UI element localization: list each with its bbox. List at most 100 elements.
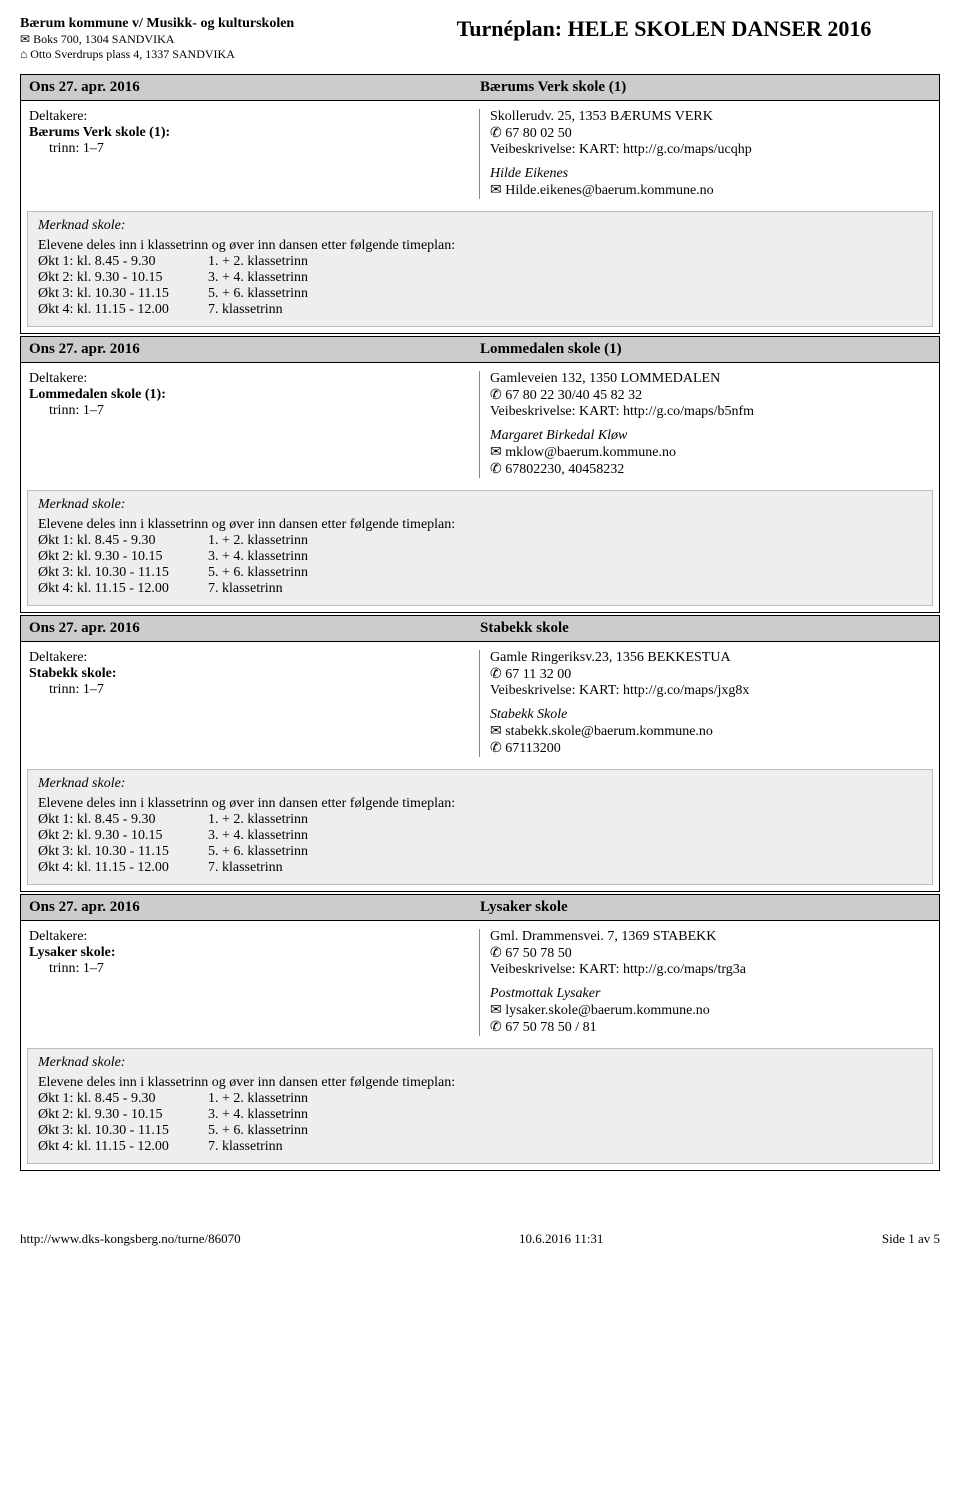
contact-phone-line: ✆ 67113200 <box>490 740 931 757</box>
mail-icon: ✉ <box>490 1003 502 1018</box>
remarks-intro: Elevene deles inn i klassetrinn og øver … <box>38 1075 922 1091</box>
event-participants: Deltakere:Bærums Verk skole (1):trinn: 1… <box>29 109 480 199</box>
schedule-grade: 5. + 6. klassetrinn <box>208 286 308 302</box>
event-body: Deltakere:Lysaker skole:trinn: 1–7Gml. D… <box>21 921 939 1044</box>
event-block: Ons 27. apr. 2016Lysaker skoleDeltakere:… <box>20 894 940 1171</box>
event-block: Ons 27. apr. 2016Stabekk skoleDeltakere:… <box>20 615 940 892</box>
participant-trinn: trinn: 1–7 <box>29 961 471 977</box>
event-venue: Lysaker skole <box>480 899 931 916</box>
remarks-block: Merknad skole:Elevene deles inn i klasse… <box>27 490 933 606</box>
event-block: Ons 27. apr. 2016Lommedalen skole (1)Del… <box>20 336 940 613</box>
schedule-time: Økt 2: kl. 9.30 - 10.15 <box>38 270 208 286</box>
contact-email-line: ✉ lysaker.skole@baerum.kommune.no <box>490 1002 931 1019</box>
schedule-time: Økt 2: kl. 9.30 - 10.15 <box>38 828 208 844</box>
participants-label: Deltakere: <box>29 371 471 387</box>
schedule-grade: 1. + 2. klassetrinn <box>208 1091 308 1107</box>
remarks-title: Merknad skole: <box>38 218 922 234</box>
schedule-time: Økt 1: kl. 8.45 - 9.30 <box>38 1091 208 1107</box>
schedule-row: Økt 1: kl. 8.45 - 9.301. + 2. klassetrin… <box>38 1091 922 1107</box>
schedule-grade: 7. klassetrinn <box>208 302 283 318</box>
phone-icon: ✆ <box>490 667 502 682</box>
schedule-row: Økt 3: kl. 10.30 - 11.155. + 6. klassetr… <box>38 565 922 581</box>
event-date: Ons 27. apr. 2016 <box>29 341 480 358</box>
venue-phone-line: ✆ 67 80 02 50 <box>490 125 931 142</box>
participants-label: Deltakere: <box>29 109 471 125</box>
venue-phone: 67 80 22 30/40 45 82 32 <box>505 388 642 403</box>
contact-name: Stabekk Skole <box>490 707 931 723</box>
schedule-row: Økt 2: kl. 9.30 - 10.153. + 4. klassetri… <box>38 828 922 844</box>
contact-phone: 67 50 78 50 / 81 <box>505 1020 596 1035</box>
phone-icon: ✆ <box>490 946 502 961</box>
participant-school: Stabekk skole: <box>29 666 471 682</box>
venue-address: Gamle Ringeriksv.23, 1356 BEKKESTUA <box>490 650 931 666</box>
trinn-prefix: trinn: <box>49 403 83 418</box>
participant-school: Bærums Verk skole (1): <box>29 125 471 141</box>
schedule-time: Økt 1: kl. 8.45 - 9.30 <box>38 254 208 270</box>
remarks-title: Merknad skole: <box>38 1055 922 1071</box>
schedule-row: Økt 2: kl. 9.30 - 10.153. + 4. klassetri… <box>38 549 922 565</box>
schedule-row: Økt 4: kl. 11.15 - 12.007. klassetrinn <box>38 860 922 876</box>
schedule-grade: 1. + 2. klassetrinn <box>208 812 308 828</box>
participants-label: Deltakere: <box>29 929 471 945</box>
footer-timestamp: 10.6.2016 11:31 <box>519 1231 603 1247</box>
schedule-grade: 7. klassetrinn <box>208 1139 283 1155</box>
event-header: Ons 27. apr. 2016Lysaker skole <box>21 895 939 921</box>
veibeskrivelse-prefix: Veibeskrivelse: KART: <box>490 962 623 977</box>
event-body: Deltakere:Lommedalen skole (1):trinn: 1–… <box>21 363 939 486</box>
event-body: Deltakere:Stabekk skole:trinn: 1–7 Gamle … <box>21 642 939 765</box>
trinn-prefix: trinn: <box>49 961 83 976</box>
venue-map-line: Veibeskrivelse: KART: http://g.co/maps/t… <box>490 962 931 978</box>
schedule-time: Økt 2: kl. 9.30 - 10.15 <box>38 549 208 565</box>
mail-icon: ✉ <box>20 32 30 46</box>
schedule-row: Økt 3: kl. 10.30 - 11.155. + 6. klassetr… <box>38 844 922 860</box>
schedule-grade: 7. klassetrinn <box>208 860 283 876</box>
event-header: Ons 27. apr. 2016Stabekk skole <box>21 616 939 642</box>
page-title: Turnéplan: HELE SKOLEN DANSER 2016 <box>388 16 940 62</box>
event-date: Ons 27. apr. 2016 <box>29 620 480 637</box>
schedule-time: Økt 4: kl. 11.15 - 12.00 <box>38 860 208 876</box>
event-venue: Stabekk skole <box>480 620 931 637</box>
schedule-grade: 1. + 2. klassetrinn <box>208 254 308 270</box>
trinn-value: 1–7 <box>83 141 104 156</box>
contact-email-line: ✉ stabekk.skole@baerum.kommune.no <box>490 723 931 740</box>
venue-phone-line: ✆ 67 80 22 30/40 45 82 32 <box>490 387 931 404</box>
participant-trinn: trinn: 1–7 <box>29 682 471 698</box>
schedule-grade: 5. + 6. klassetrinn <box>208 844 308 860</box>
contact-name: Postmottak Lysaker <box>490 986 931 1002</box>
events-container: Ons 27. apr. 2016Bærums Verk skole (1)De… <box>20 74 940 1171</box>
participant-trinn: trinn: 1–7 <box>29 141 471 157</box>
page-footer: http://www.dks-kongsberg.no/turne/86070 … <box>20 1231 940 1247</box>
venue-map-url: http://g.co/maps/b5nfm <box>623 404 754 419</box>
venue-map-url: http://g.co/maps/trg3a <box>623 962 746 977</box>
remarks-block: Merknad skole:Elevene deles inn i klasse… <box>27 769 933 885</box>
venue-phone-line: ✆ 67 11 32 00 <box>490 666 931 683</box>
schedule-grade: 3. + 4. klassetrinn <box>208 270 308 286</box>
remarks-intro: Elevene deles inn i klassetrinn og øver … <box>38 796 922 812</box>
event-venue: Lommedalen skole (1) <box>480 341 931 358</box>
footer-page-number: Side 1 av 5 <box>882 1231 940 1247</box>
contact-email: mklow@baerum.kommune.no <box>505 445 676 460</box>
contact-phone: 67113200 <box>505 741 560 756</box>
venue-map-url: http://g.co/maps/jxg8x <box>623 683 749 698</box>
participants-label: Deltakere: <box>29 650 471 666</box>
remarks-block: Merknad skole: Elevene deles inn i klasse… <box>27 1048 933 1164</box>
page-header: Bærum kommune v/ Musikk- og kulturskolen… <box>20 16 940 62</box>
venue-phone-line: ✆ 67 50 78 50 <box>490 945 931 962</box>
venue-map-line: Veibeskrivelse: KART: http://g.co/maps/b… <box>490 404 931 420</box>
remarks-title: Merknad skole: <box>38 497 922 513</box>
schedule-row: Økt 3: kl. 10.30 - 11.155. + 6. klassetr… <box>38 1123 922 1139</box>
event-participants: Deltakere:Lysaker skole:trinn: 1–7 <box>29 929 480 1036</box>
venue-address: Gamleveien 132, 1350 LOMMEDALEN <box>490 371 931 387</box>
schedule-row: Økt 1: kl. 8.45 - 9.301. + 2. klassetrin… <box>38 254 922 270</box>
trinn-value: 1–7 <box>83 961 104 976</box>
schedule-time: Økt 3: kl. 10.30 - 11.15 <box>38 565 208 581</box>
event-participants: Deltakere:Lommedalen skole (1):trinn: 1–… <box>29 371 480 478</box>
phone-icon: ✆ <box>490 126 502 141</box>
participant-school: Lysaker skole: <box>29 945 471 961</box>
contact-email: lysaker.skole@baerum.kommune.no <box>505 1003 710 1018</box>
schedule-row: Økt 3: kl. 10.30 - 11.155. + 6. klassetr… <box>38 286 922 302</box>
contact-phone-line: ✆ 67 50 78 50 / 81 <box>490 1019 931 1036</box>
house-icon: ⌂ <box>20 47 27 61</box>
remarks-intro: Elevene deles inn i klassetrinn og øver … <box>38 238 922 254</box>
schedule-time: Økt 1: kl. 8.45 - 9.30 <box>38 533 208 549</box>
